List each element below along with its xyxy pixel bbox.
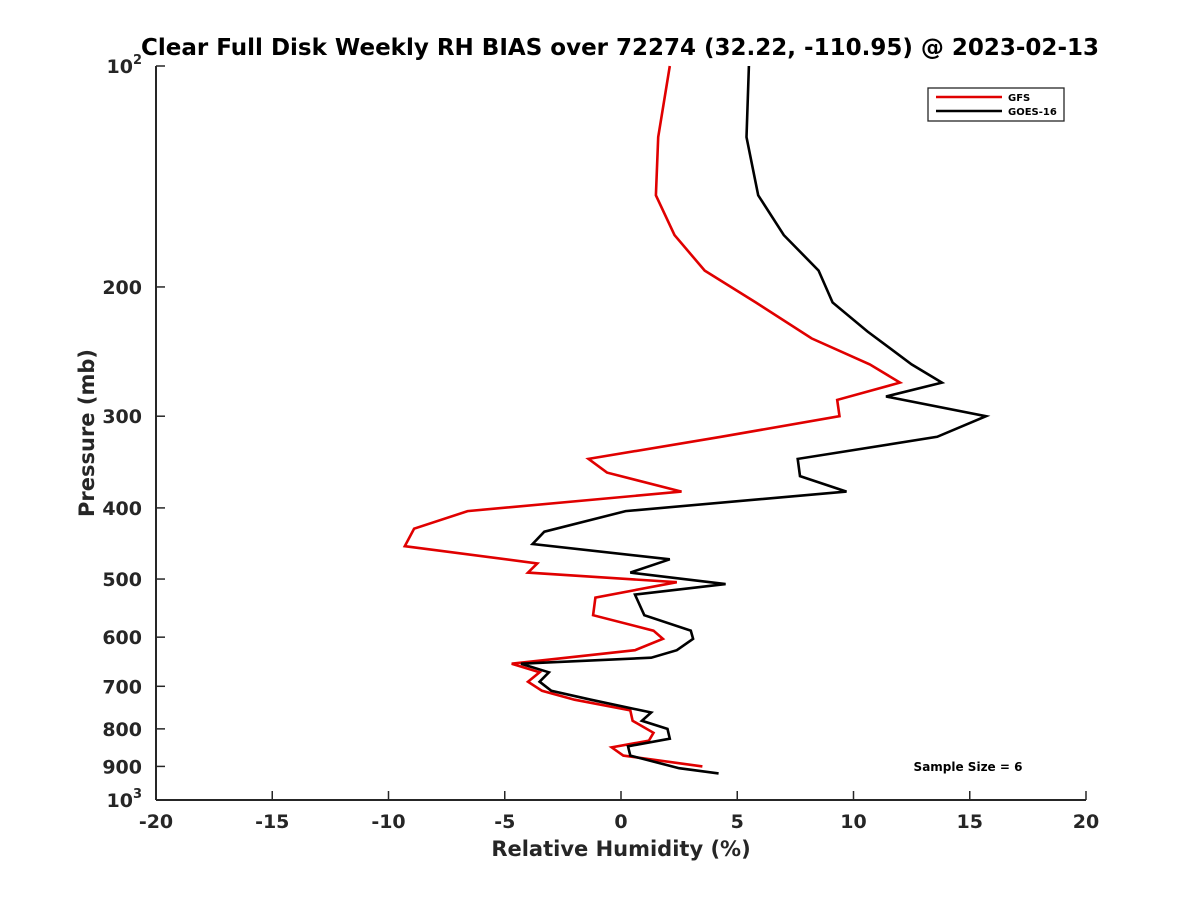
x-tick-label: 15 — [957, 811, 983, 833]
y-tick-label: 103 — [107, 787, 143, 812]
y-tick-exponent: 2 — [133, 53, 142, 68]
x-tick-label: 20 — [1073, 811, 1099, 833]
y-tick-base: 10 — [107, 56, 133, 78]
y-tick-label: 900 — [102, 756, 142, 778]
y-tick-base: 400 — [102, 498, 142, 520]
y-tick-label: 700 — [102, 676, 142, 698]
x-tick-label: -5 — [494, 811, 515, 833]
legend-label-gfs: GFS — [1008, 93, 1030, 104]
y-tick-base: 200 — [102, 277, 142, 299]
legend-label-goes-16: GOES-16 — [1008, 107, 1057, 118]
y-tick-base: 10 — [107, 790, 133, 812]
series-line-goes-16 — [520, 65, 991, 775]
y-tick-label: 500 — [102, 569, 142, 591]
x-tick-label: -10 — [371, 811, 405, 833]
chart-title: Clear Full Disk Weekly RH BIAS over 7227… — [141, 35, 1099, 61]
series-line-gfs — [402, 65, 904, 768]
series-layer — [402, 65, 991, 775]
x-tick-label: 5 — [731, 811, 744, 833]
y-axis-label: Pressure (mb) — [75, 349, 99, 517]
x-ticks: -20 -15 -10 -5 0 5 10 15 20 — [139, 791, 1099, 833]
y-tick-base: 900 — [102, 756, 142, 778]
x-tick-label: -15 — [255, 811, 289, 833]
x-tick-label: 0 — [614, 811, 627, 833]
y-tick-base: 700 — [102, 676, 142, 698]
y-tick-base: 500 — [102, 569, 142, 591]
y-tick-label: 400 — [102, 498, 142, 520]
x-tick-label: -20 — [139, 811, 173, 833]
x-axis-label: Relative Humidity (%) — [491, 837, 750, 861]
y-tick-label: 300 — [102, 406, 142, 428]
y-tick-base: 600 — [102, 627, 142, 649]
legend: GFS GOES-16 — [927, 87, 1065, 122]
y-tick-label: 102 — [107, 53, 143, 78]
y-tick-label: 600 — [102, 627, 142, 649]
y-tick-base: 300 — [102, 406, 142, 428]
x-tick-label: 10 — [840, 811, 866, 833]
legend-box — [927, 87, 1065, 122]
sample-size-label: Sample Size = 6 — [914, 760, 1023, 774]
y-tick-exponent: 3 — [133, 787, 142, 802]
y-tick-label: 200 — [102, 277, 142, 299]
y-tick-label: 800 — [102, 719, 142, 741]
y-tick-base: 800 — [102, 719, 142, 741]
